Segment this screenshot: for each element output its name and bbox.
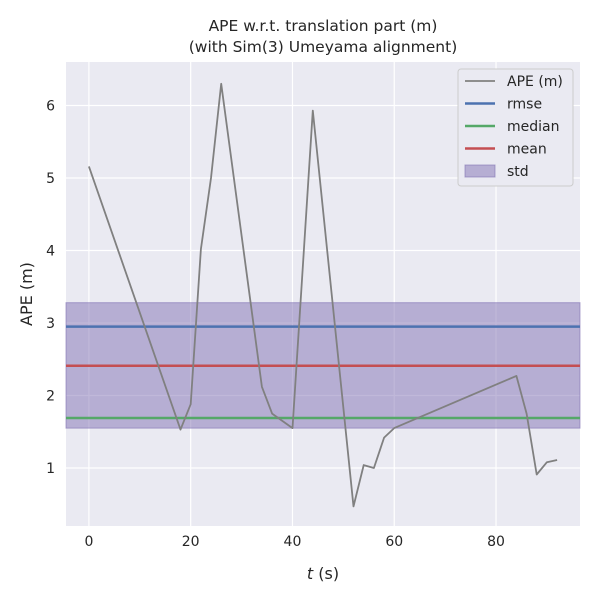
y-axis-label: APE (m): [17, 262, 36, 326]
y-tick-label: 1: [46, 461, 55, 477]
chart-title-line1: APE w.r.t. translation part (m): [209, 17, 438, 35]
x-axis-label-variable: t: [307, 564, 314, 583]
legend: APE (m) rmse median mean std: [457, 68, 574, 187]
legend-item-median-label: median: [507, 119, 559, 135]
legend-item-std-swatch: [464, 164, 496, 178]
x-tick-label: 40: [284, 534, 302, 550]
chart-title-line2: (with Sim(3) Umeyama alignment): [189, 38, 458, 56]
legend-item-std-label: std: [507, 164, 529, 180]
x-axis-label-unit: (s): [313, 564, 339, 583]
series-layer: [65, 82, 581, 508]
y-tick-label: 3: [46, 316, 55, 332]
tick-labels: 0 20 40 60 80 1 2 3 4 5 6: [46, 99, 505, 551]
legend-item-ape-label: APE (m): [507, 74, 563, 90]
y-tick-label: 2: [46, 389, 55, 405]
x-tick-label: 80: [487, 534, 505, 550]
legend-item-mean-label: mean: [507, 142, 547, 158]
y-tick-label: 6: [46, 99, 55, 115]
x-axis-label: t (s): [307, 564, 339, 583]
x-tick-label: 60: [385, 534, 403, 550]
x-tick-label: 0: [84, 534, 93, 550]
legend-box: [457, 68, 574, 187]
x-tick-label: 20: [182, 534, 200, 550]
y-tick-label: 5: [46, 171, 55, 187]
y-tick-label: 4: [46, 244, 55, 260]
ape-series-line: [88, 82, 558, 508]
legend-item-rmse-label: rmse: [507, 97, 542, 113]
